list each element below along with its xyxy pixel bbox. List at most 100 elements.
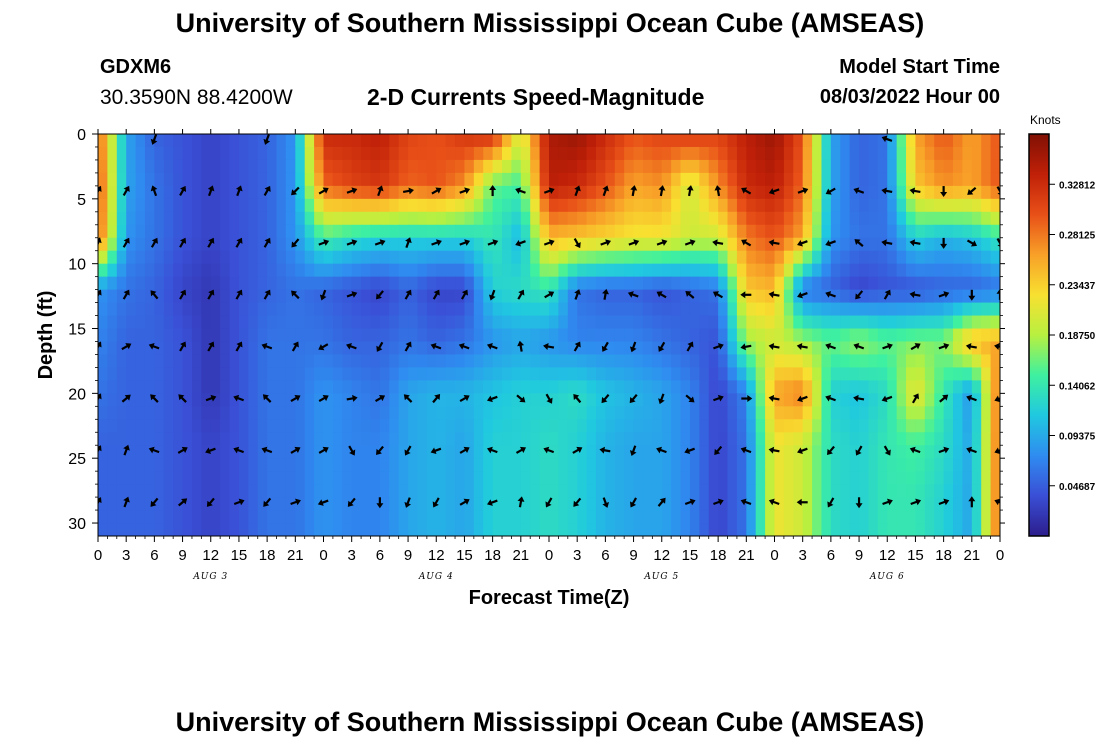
heatmap-cell xyxy=(408,393,419,407)
heatmap-cell xyxy=(144,458,155,472)
heatmap-cell xyxy=(652,341,663,356)
heatmap-cell xyxy=(473,263,484,278)
heatmap-cell xyxy=(830,471,841,485)
heatmap-cell xyxy=(191,419,202,433)
current-arrow xyxy=(150,237,158,248)
heatmap-cell xyxy=(520,380,531,394)
heatmap-cell xyxy=(718,380,729,394)
heatmap-cell xyxy=(304,198,315,213)
heatmap-cell xyxy=(793,315,804,330)
heatmap-cell xyxy=(520,406,531,420)
heatmap-cell xyxy=(699,380,710,394)
heatmap-cell xyxy=(718,198,729,213)
heatmap-cell xyxy=(549,432,559,446)
heatmap-cell xyxy=(511,250,522,265)
heatmap-cell xyxy=(981,393,992,407)
heatmap-cell xyxy=(915,458,926,472)
heatmap-cell xyxy=(595,224,606,239)
current-arrow xyxy=(911,393,919,404)
heatmap-cell xyxy=(126,289,137,304)
heatmap-cell xyxy=(614,237,625,252)
heatmap-cell xyxy=(614,510,625,524)
heatmap-cell xyxy=(107,432,118,446)
heatmap-cell xyxy=(511,432,522,446)
heatmap-cell xyxy=(652,302,663,317)
heatmap-cell xyxy=(426,510,437,524)
heatmap-cell xyxy=(877,328,888,343)
heatmap-cell xyxy=(511,276,522,291)
heatmap-cell xyxy=(605,185,616,200)
heatmap-cell xyxy=(990,224,1000,239)
heatmap-cell xyxy=(502,432,513,446)
heatmap-cell xyxy=(520,419,531,433)
heatmap-cell xyxy=(934,263,945,278)
heatmap-cell xyxy=(887,354,898,369)
heatmap-cell xyxy=(868,510,879,524)
heatmap-cell xyxy=(708,510,719,524)
current-arrow xyxy=(684,447,696,455)
heatmap-cell xyxy=(379,367,390,381)
current-arrow xyxy=(291,290,300,300)
y-tick-label: 15 xyxy=(68,322,86,339)
heatmap-cell xyxy=(877,367,888,381)
heatmap-cell xyxy=(680,380,691,394)
current-arrow xyxy=(318,343,329,351)
heatmap-cell xyxy=(98,419,108,433)
current-arrow xyxy=(404,497,412,508)
heatmap-cell xyxy=(511,406,522,420)
heatmap-cell xyxy=(934,237,945,252)
heatmap-cell xyxy=(943,380,954,394)
heatmap-cell xyxy=(953,302,964,317)
heatmap-cell xyxy=(154,302,165,317)
heatmap-cell xyxy=(586,406,597,420)
heatmap-cell xyxy=(746,380,757,394)
heatmap-cell xyxy=(436,380,447,394)
heatmap-cell xyxy=(445,276,456,291)
heatmap-cell xyxy=(285,172,296,187)
heatmap-cell xyxy=(304,471,315,485)
heatmap-cell xyxy=(765,341,776,356)
heatmap-cell xyxy=(642,354,653,369)
heatmap-cell xyxy=(887,432,898,446)
heatmap-cell xyxy=(990,328,1000,343)
heatmap-cell xyxy=(238,523,249,536)
current-arrow xyxy=(910,343,921,351)
heatmap-cell xyxy=(802,211,813,226)
heatmap-cell xyxy=(426,393,437,407)
current-arrow xyxy=(938,498,950,506)
heatmap-cell xyxy=(173,484,184,498)
heatmap-cell xyxy=(793,367,804,381)
current-arrow xyxy=(713,343,724,350)
heatmap-cell xyxy=(98,315,108,330)
heatmap-cell xyxy=(126,406,137,420)
heatmap-cell xyxy=(549,134,559,148)
heatmap-cell xyxy=(473,134,484,148)
heatmap-cell xyxy=(549,289,559,304)
heatmap-cell xyxy=(511,367,522,381)
heatmap-cell xyxy=(783,380,794,394)
current-arrow xyxy=(122,289,130,300)
heatmap-cell xyxy=(229,445,240,459)
heatmap-cell xyxy=(567,419,578,433)
current-arrow xyxy=(150,394,159,403)
heatmap-cell xyxy=(793,328,804,343)
heatmap-cell xyxy=(943,211,954,226)
heatmap-cell xyxy=(191,159,202,174)
current-arrow xyxy=(150,290,159,300)
heatmap-cell xyxy=(727,211,738,226)
heatmap-cell xyxy=(812,432,823,446)
heatmap-cell xyxy=(971,458,982,472)
heatmap-cell xyxy=(285,302,296,317)
heatmap-cell xyxy=(793,523,804,536)
heatmap-cell xyxy=(953,458,964,472)
heatmap-cell xyxy=(220,172,231,187)
heatmap-cell xyxy=(464,250,475,265)
heatmap-cell xyxy=(323,289,334,304)
heatmap-cell xyxy=(633,211,644,226)
heatmap-cell xyxy=(370,445,381,459)
heatmap-cell xyxy=(896,211,907,226)
heatmap-cell xyxy=(708,445,719,459)
heatmap-cell xyxy=(116,510,127,524)
heatmap-cell xyxy=(201,458,212,472)
heatmap-cell xyxy=(906,198,917,213)
